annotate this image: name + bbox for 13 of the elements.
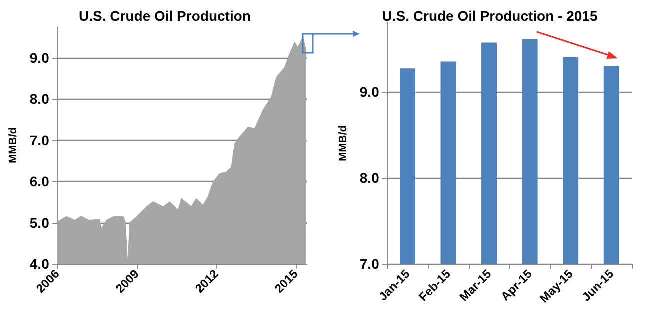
y-tick-label: 8.0	[30, 91, 50, 108]
y-axis-title: MMB/d	[8, 127, 20, 164]
y-tick-label: 7.0	[360, 256, 380, 272]
y-axis-title: MMB/d	[338, 125, 350, 162]
y-tick-label: 9.0	[360, 84, 380, 100]
y-tick-label: 7.0	[30, 132, 50, 148]
y-tick-label: 4.0	[30, 256, 50, 272]
y-tick-label: 9.0	[30, 50, 50, 66]
chart-title: U.S. Crude Oil Production - 2015	[382, 8, 598, 24]
y-tick-label: 6.0	[30, 174, 50, 190]
chart-title: U.S. Crude Oil Production	[79, 8, 251, 24]
y-tick-label: 5.0	[30, 214, 50, 231]
y-tick-label: 8.0	[360, 170, 380, 186]
